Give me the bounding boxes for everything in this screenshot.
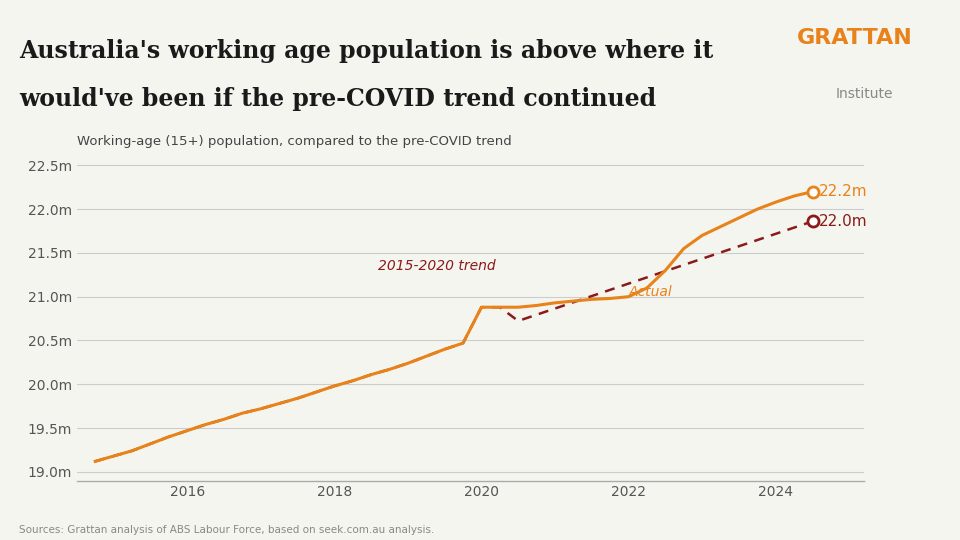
- Text: Australia's working age population is above where it: Australia's working age population is ab…: [19, 39, 713, 63]
- Text: Sources: Grattan analysis of ABS Labour Force, based on seek.com.au analysis.: Sources: Grattan analysis of ABS Labour …: [19, 524, 435, 535]
- Text: 22.2m: 22.2m: [818, 184, 867, 199]
- Text: GRATTAN: GRATTAN: [797, 28, 913, 48]
- Text: Actual: Actual: [629, 285, 672, 299]
- Text: Institute: Institute: [835, 87, 893, 101]
- Text: would've been if the pre-COVID trend continued: would've been if the pre-COVID trend con…: [19, 87, 657, 111]
- Text: Working-age (15+) population, compared to the pre-COVID trend: Working-age (15+) population, compared t…: [77, 136, 512, 148]
- Text: 22.0m: 22.0m: [818, 214, 867, 229]
- Text: 2015-2020 trend: 2015-2020 trend: [378, 259, 496, 273]
